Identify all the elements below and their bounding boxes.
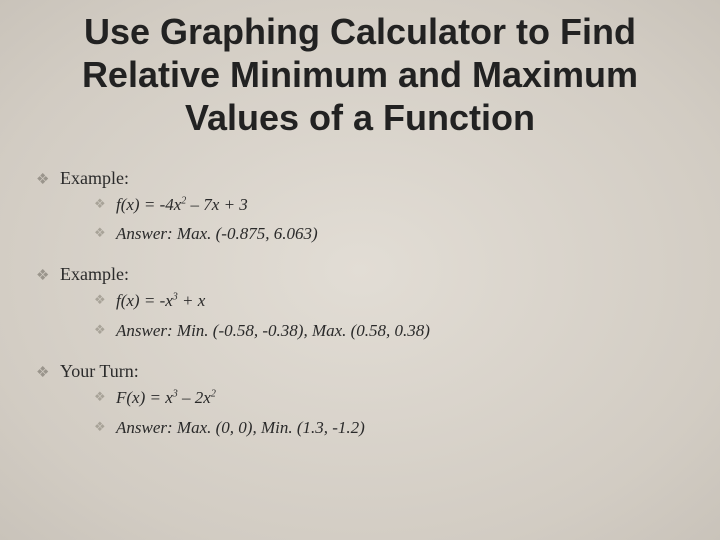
list-item: ❖ Answer: Max. (-0.875, 6.063)	[94, 222, 690, 246]
eq-prefix: F(x) = x	[116, 388, 173, 407]
eq-prefix: f(x) = -4x	[116, 195, 181, 214]
section-header: ❖ Example:	[30, 264, 690, 285]
eq-suffix: + x	[178, 291, 206, 310]
diamond-bullet-icon: ❖	[94, 222, 116, 241]
diamond-bullet-icon: ❖	[94, 193, 116, 212]
list-item: ❖ Answer: Max. (0, 0), Min. (1.3, -1.2)	[94, 416, 690, 440]
diamond-bullet-icon: ❖	[36, 361, 60, 381]
diamond-bullet-icon: ❖	[94, 386, 116, 405]
section-0: ❖ Example: ❖ f(x) = -4x2 – 7x + 3 ❖ Answ…	[30, 168, 690, 247]
section-1: ❖ Example: ❖ f(x) = -x3 + x ❖ Answer: Mi…	[30, 264, 690, 343]
list-item: ❖ f(x) = -4x2 – 7x + 3	[94, 193, 690, 217]
eq-prefix: f(x) = -x	[116, 291, 173, 310]
section-label: Your Turn:	[60, 361, 139, 382]
list-item: ❖ F(x) = x3 – 2x2	[94, 386, 690, 410]
diamond-bullet-icon: ❖	[94, 319, 116, 338]
section-2: ❖ Your Turn: ❖ F(x) = x3 – 2x2 ❖ Answer:…	[30, 361, 690, 440]
eq-suffix: – 7x + 3	[186, 195, 248, 214]
slide-title: Use Graphing Calculator to Find Relative…	[30, 10, 690, 140]
section-header: ❖ Example:	[30, 168, 690, 189]
equation: f(x) = -4x2 – 7x + 3	[116, 193, 248, 217]
answer-text: Answer: Max. (-0.875, 6.063)	[116, 222, 318, 246]
diamond-bullet-icon: ❖	[36, 264, 60, 284]
section-label: Example:	[60, 168, 129, 189]
list-item: ❖ f(x) = -x3 + x	[94, 289, 690, 313]
equation: f(x) = -x3 + x	[116, 289, 205, 313]
eq-sup2: 2	[211, 388, 216, 399]
list-item: ❖ Answer: Min. (-0.58, -0.38), Max. (0.5…	[94, 319, 690, 343]
section-label: Example:	[60, 264, 129, 285]
diamond-bullet-icon: ❖	[36, 168, 60, 188]
section-header: ❖ Your Turn:	[30, 361, 690, 382]
equation: F(x) = x3 – 2x2	[116, 386, 216, 410]
slide: Use Graphing Calculator to Find Relative…	[0, 0, 720, 540]
diamond-bullet-icon: ❖	[94, 289, 116, 308]
eq-suffix: – 2x	[178, 388, 211, 407]
answer-text: Answer: Max. (0, 0), Min. (1.3, -1.2)	[116, 416, 365, 440]
answer-text: Answer: Min. (-0.58, -0.38), Max. (0.58,…	[116, 319, 430, 343]
diamond-bullet-icon: ❖	[94, 416, 116, 435]
